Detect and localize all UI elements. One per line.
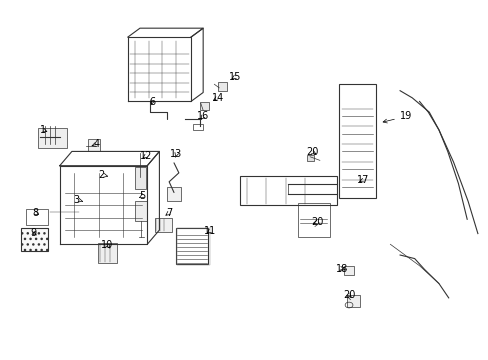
Text: 16: 16 [197, 111, 209, 121]
Bar [193, 123, 203, 130]
Bar [88, 139, 100, 152]
Text: 3: 3 [74, 195, 82, 204]
Bar [98, 243, 117, 263]
Text: 5: 5 [139, 191, 145, 201]
Text: 1: 1 [40, 125, 47, 135]
Text: 20: 20 [306, 147, 318, 157]
Text: 7: 7 [165, 208, 172, 218]
Text: 10: 10 [101, 240, 113, 250]
Text: 18: 18 [335, 264, 347, 274]
Bar [21, 228, 47, 251]
Bar [239, 176, 336, 205]
Bar [135, 202, 147, 221]
Text: 17: 17 [357, 175, 369, 185]
Bar [177, 228, 209, 265]
Bar [38, 128, 67, 148]
Text: 19: 19 [382, 111, 411, 123]
Text: 12: 12 [140, 151, 152, 161]
Text: 20: 20 [310, 217, 323, 227]
Text: 11: 11 [204, 226, 216, 236]
Bar [200, 103, 208, 111]
Bar [166, 187, 181, 202]
Bar [26, 208, 47, 225]
Text: 14: 14 [211, 93, 224, 103]
Bar [154, 217, 171, 232]
Bar [339, 84, 375, 198]
Text: 20: 20 [342, 290, 354, 300]
Bar [176, 228, 207, 264]
Text: 8: 8 [32, 208, 39, 218]
Text: 2: 2 [98, 170, 107, 180]
Bar [346, 296, 360, 307]
Text: 13: 13 [170, 149, 182, 159]
Text: 6: 6 [149, 97, 155, 107]
Text: 9: 9 [30, 228, 36, 238]
Bar [217, 82, 227, 91]
Bar [344, 266, 353, 275]
Bar [297, 203, 329, 237]
Text: 15: 15 [228, 72, 241, 82]
Bar [306, 155, 313, 161]
Bar [135, 167, 145, 189]
Text: 4: 4 [92, 139, 99, 149]
